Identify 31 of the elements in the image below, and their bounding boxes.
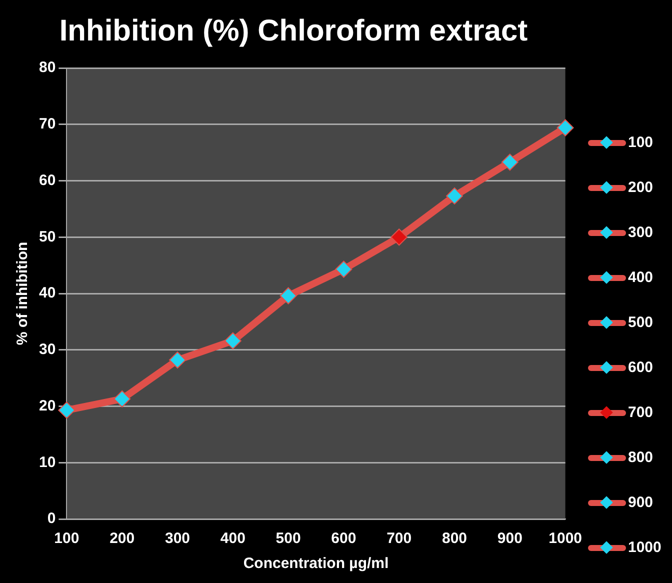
x-axis-title: Concentration µg/ml [243,555,389,572]
x-tick-label: 200 [110,530,135,548]
y-tick-label: 80 [38,59,56,76]
category-label: 100 [628,134,654,151]
category-label: 800 [628,449,654,466]
x-tick-label: 300 [164,530,190,548]
y-tick-label: 40 [38,284,56,302]
y-tick-label: 0 [47,510,56,528]
category-label: 400 [628,269,654,286]
category-label: 900 [628,494,654,511]
y-tick-label: 20 [38,397,56,414]
category-label: 300 [628,224,654,241]
x-tick-label: 500 [276,530,301,548]
category-label: 700 [628,404,654,421]
category-label: 200 [628,179,654,196]
x-tick-label: 1000 [548,530,582,548]
y-tick-label: 30 [38,341,56,358]
category-label: 500 [628,314,654,331]
y-tick-label: 50 [38,228,56,246]
y-tick-label: 70 [38,116,56,133]
y-tick-label: 10 [38,454,56,471]
x-tick-label: 900 [497,530,522,548]
y-tick-label: 60 [38,172,56,189]
x-tick-label: 600 [331,530,356,548]
x-tick-label: 100 [54,530,80,548]
y-axis-title: % of inhibition [14,242,32,346]
chart-title: Inhibition (%) Chloroform extract [59,14,528,48]
x-tick-label: 400 [220,530,246,548]
x-tick-label: 700 [386,530,412,548]
x-tick-label: 800 [442,530,468,548]
category-label: 600 [628,359,654,376]
